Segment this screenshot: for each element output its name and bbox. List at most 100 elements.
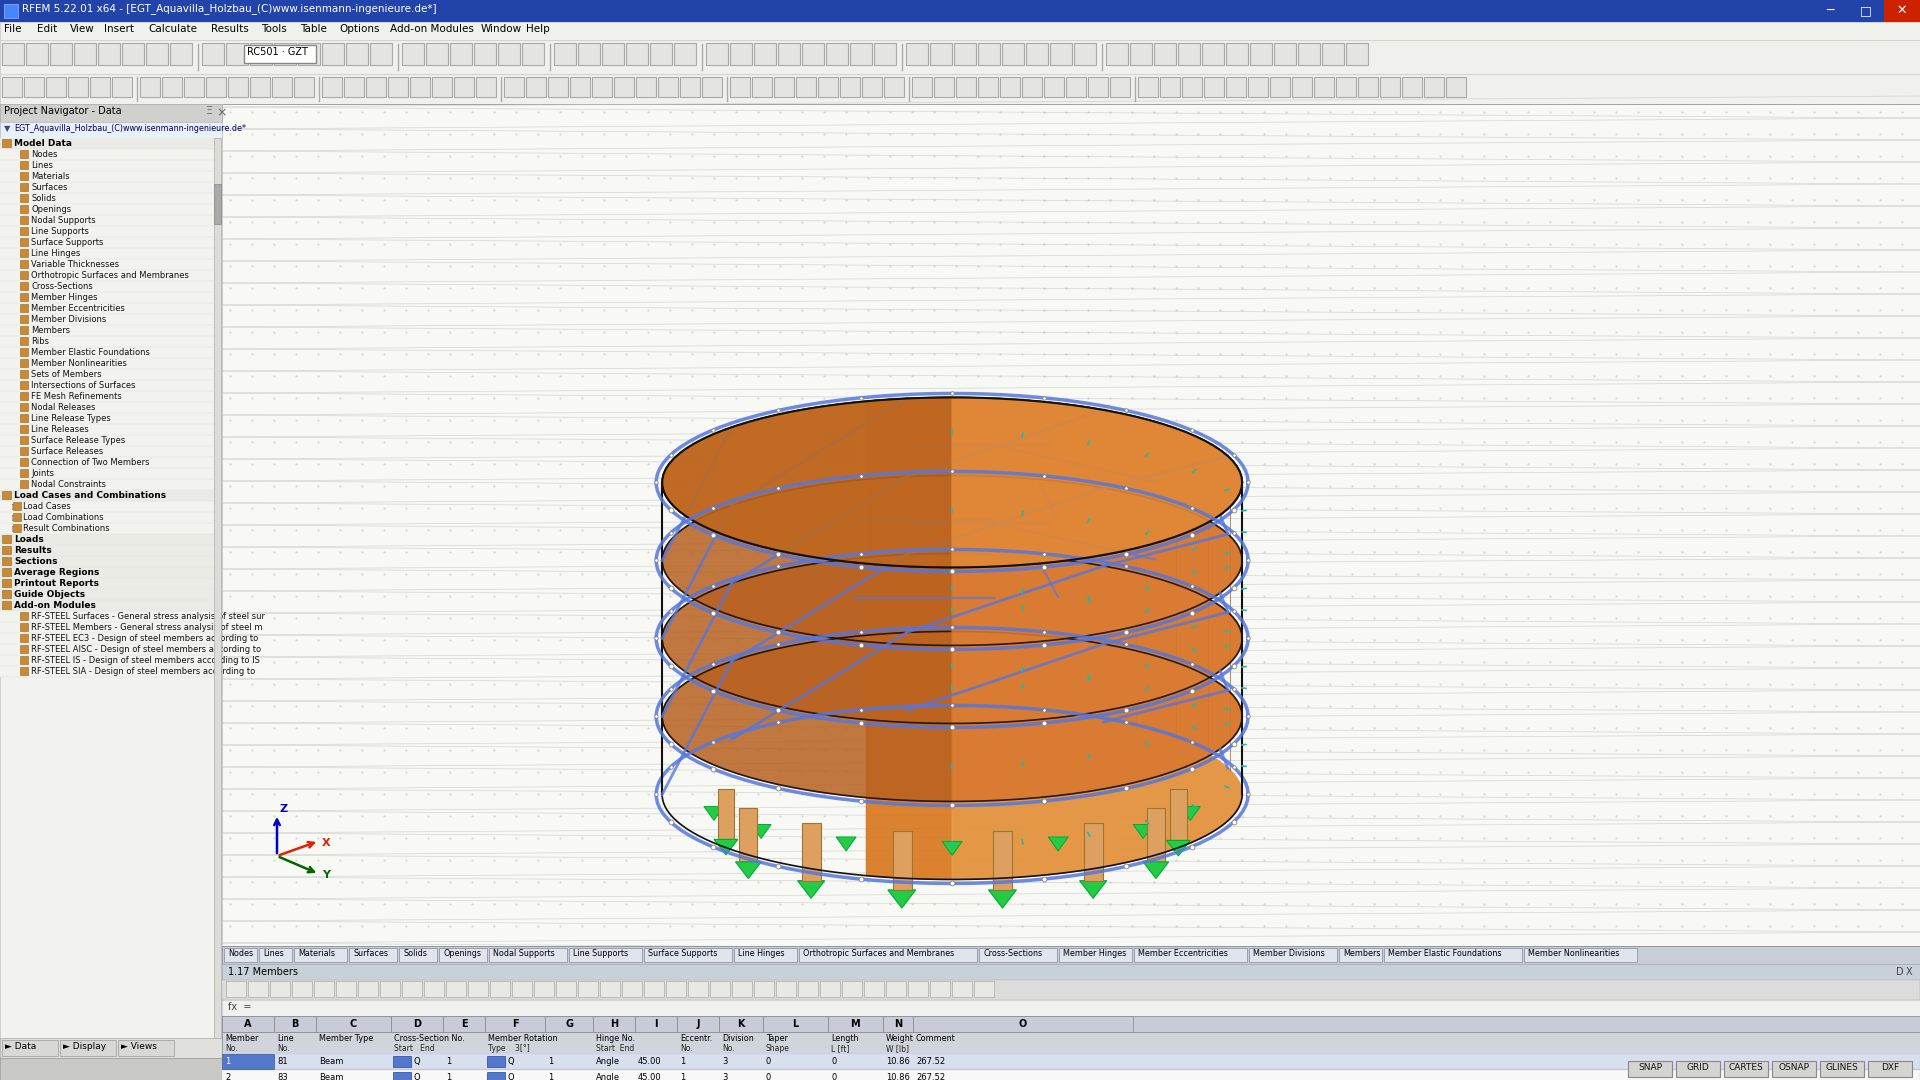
Bar (19, 370, 29, 378)
Bar (0, 237, 223, 248)
Bar (248, 981, 269, 997)
Bar (273, 77, 292, 97)
Bar (0, 204, 223, 215)
Bar (774, 77, 795, 97)
Bar (171, 43, 192, 65)
Text: Cross-Sections: Cross-Sections (983, 949, 1043, 958)
Text: E: E (461, 1020, 467, 1029)
Bar (0, 0, 1920, 22)
Bar (680, 77, 701, 97)
Text: 10.86: 10.86 (885, 1074, 910, 1080)
Text: 1: 1 (445, 1057, 451, 1066)
Polygon shape (1133, 824, 1154, 838)
Text: Printout Reports: Printout Reports (13, 579, 100, 588)
Bar (259, 948, 292, 962)
Bar (357, 981, 378, 997)
Bar (776, 981, 797, 997)
Text: Type    3[°]: Type 3[°] (488, 1044, 530, 1053)
Bar (0, 226, 223, 237)
Polygon shape (751, 824, 772, 838)
Bar (1000, 77, 1020, 97)
Polygon shape (662, 553, 952, 724)
Bar (2, 557, 12, 565)
Bar (223, 1054, 1920, 1069)
Bar (19, 392, 29, 400)
Bar (818, 77, 837, 97)
Bar (797, 77, 816, 97)
Bar (1847, 0, 1884, 22)
Text: C: C (349, 1020, 357, 1029)
Text: RF-STEEL SIA - Design of steel members according to: RF-STEEL SIA - Design of steel members a… (31, 667, 255, 676)
Bar (184, 77, 204, 97)
Polygon shape (662, 475, 952, 646)
Text: Comment: Comment (916, 1034, 956, 1043)
Bar (367, 77, 386, 97)
Bar (914, 1016, 1133, 1032)
Text: 81: 81 (276, 1057, 288, 1066)
Bar (1425, 77, 1444, 97)
Bar (46, 77, 65, 97)
Bar (0, 413, 223, 424)
Text: Surfaces: Surfaces (353, 949, 388, 958)
Bar (1250, 43, 1271, 65)
Bar (1812, 0, 1847, 22)
Polygon shape (1142, 862, 1169, 878)
Bar (843, 981, 862, 997)
Bar (19, 326, 29, 334)
Bar (778, 43, 801, 65)
Bar (440, 948, 488, 962)
Bar (444, 1016, 486, 1032)
Bar (979, 948, 1058, 962)
Text: Openings: Openings (444, 949, 482, 958)
Bar (223, 980, 1920, 1000)
Bar (929, 43, 952, 65)
Text: File: File (4, 24, 21, 33)
Text: Hinge No.: Hinge No. (595, 1034, 636, 1043)
Bar (394, 1056, 411, 1067)
Bar (973, 981, 995, 997)
Bar (250, 77, 271, 97)
Text: RF-STEEL EC3 - Design of steel members according to: RF-STEEL EC3 - Design of steel members a… (31, 634, 259, 643)
Bar (0, 666, 223, 677)
Bar (468, 981, 488, 997)
Bar (0, 75, 1920, 104)
Bar (344, 77, 365, 97)
Text: Member Elastic Foundations: Member Elastic Foundations (31, 348, 150, 357)
Text: ▼: ▼ (4, 557, 12, 566)
Bar (19, 348, 29, 356)
Bar (906, 43, 927, 65)
Bar (1357, 77, 1379, 97)
Bar (19, 260, 29, 268)
Text: 0: 0 (831, 1074, 837, 1080)
Bar (476, 77, 495, 97)
Bar (19, 303, 29, 312)
Bar (292, 981, 311, 997)
Bar (1676, 1061, 1720, 1077)
Bar (380, 981, 399, 997)
Text: 1: 1 (680, 1057, 685, 1066)
Text: RFEM 5.22.01 x64 - [EGT_Aquavilla_Holzbau_(C)www.isenmann-ingenieure.de*]: RFEM 5.22.01 x64 - [EGT_Aquavilla_Holzba… (21, 3, 436, 14)
Bar (490, 948, 566, 962)
Bar (223, 1000, 1920, 1016)
Bar (223, 1054, 275, 1069)
Text: Q: Q (413, 1074, 420, 1080)
Bar (1160, 77, 1181, 97)
Text: Orthotropic Surfaces and Membranes: Orthotropic Surfaces and Membranes (31, 271, 188, 280)
Text: Beam: Beam (319, 1057, 344, 1066)
Text: No.: No. (722, 1044, 735, 1053)
Text: Loads: Loads (13, 535, 44, 544)
Bar (730, 77, 751, 97)
Text: Help: Help (526, 24, 549, 33)
Text: SNAP: SNAP (1638, 1063, 1663, 1072)
Text: ▼: ▼ (4, 590, 12, 599)
Text: Member Nonlinearities: Member Nonlinearities (31, 359, 127, 368)
Text: D: D (1895, 967, 1903, 977)
Text: ► Data: ► Data (6, 1042, 36, 1051)
Bar (19, 183, 29, 191)
Bar (933, 77, 954, 97)
Text: Results: Results (211, 24, 248, 33)
Bar (123, 43, 144, 65)
Bar (885, 981, 906, 997)
Bar (1336, 77, 1356, 97)
Bar (0, 1038, 223, 1058)
